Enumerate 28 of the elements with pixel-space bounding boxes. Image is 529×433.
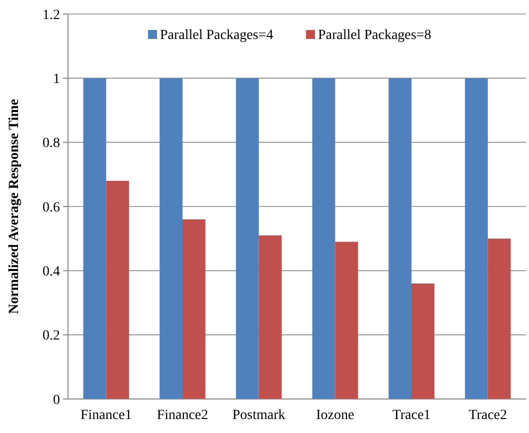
bar: [182, 219, 206, 399]
y-tick-label: 0.8: [42, 136, 60, 152]
x-tick-label: Trace2: [468, 408, 508, 423]
legend-label: Parallel Packages=8: [318, 28, 432, 43]
bar: [335, 242, 358, 399]
y-tick-label: 0.6: [42, 200, 60, 216]
y-tick-label: 0.4: [42, 264, 60, 280]
x-tick-label: Finance1: [80, 408, 132, 423]
bar: [160, 78, 182, 399]
bar: [488, 238, 511, 399]
x-tick-label: Trace1: [392, 408, 431, 423]
bar: [258, 235, 282, 399]
bar: [236, 78, 259, 399]
x-tick-label: Finance2: [156, 408, 208, 423]
y-tick-label: 1: [53, 72, 60, 88]
y-axis-title: Normalized Average Response Time: [7, 98, 22, 314]
y-tick-label: 0: [53, 392, 60, 408]
bar: [412, 284, 434, 399]
y-tick-label: 1.2: [42, 8, 60, 23]
bar: [106, 180, 130, 399]
bar: [464, 78, 488, 399]
y-tick-label: 0.2: [42, 328, 60, 344]
bar: [312, 78, 336, 399]
bar: [83, 78, 106, 399]
x-tick-label: Postmark: [232, 408, 286, 423]
bar: [388, 78, 412, 399]
x-tick-label: Iozone: [316, 408, 354, 423]
legend-label: Parallel Packages=4: [160, 28, 274, 43]
